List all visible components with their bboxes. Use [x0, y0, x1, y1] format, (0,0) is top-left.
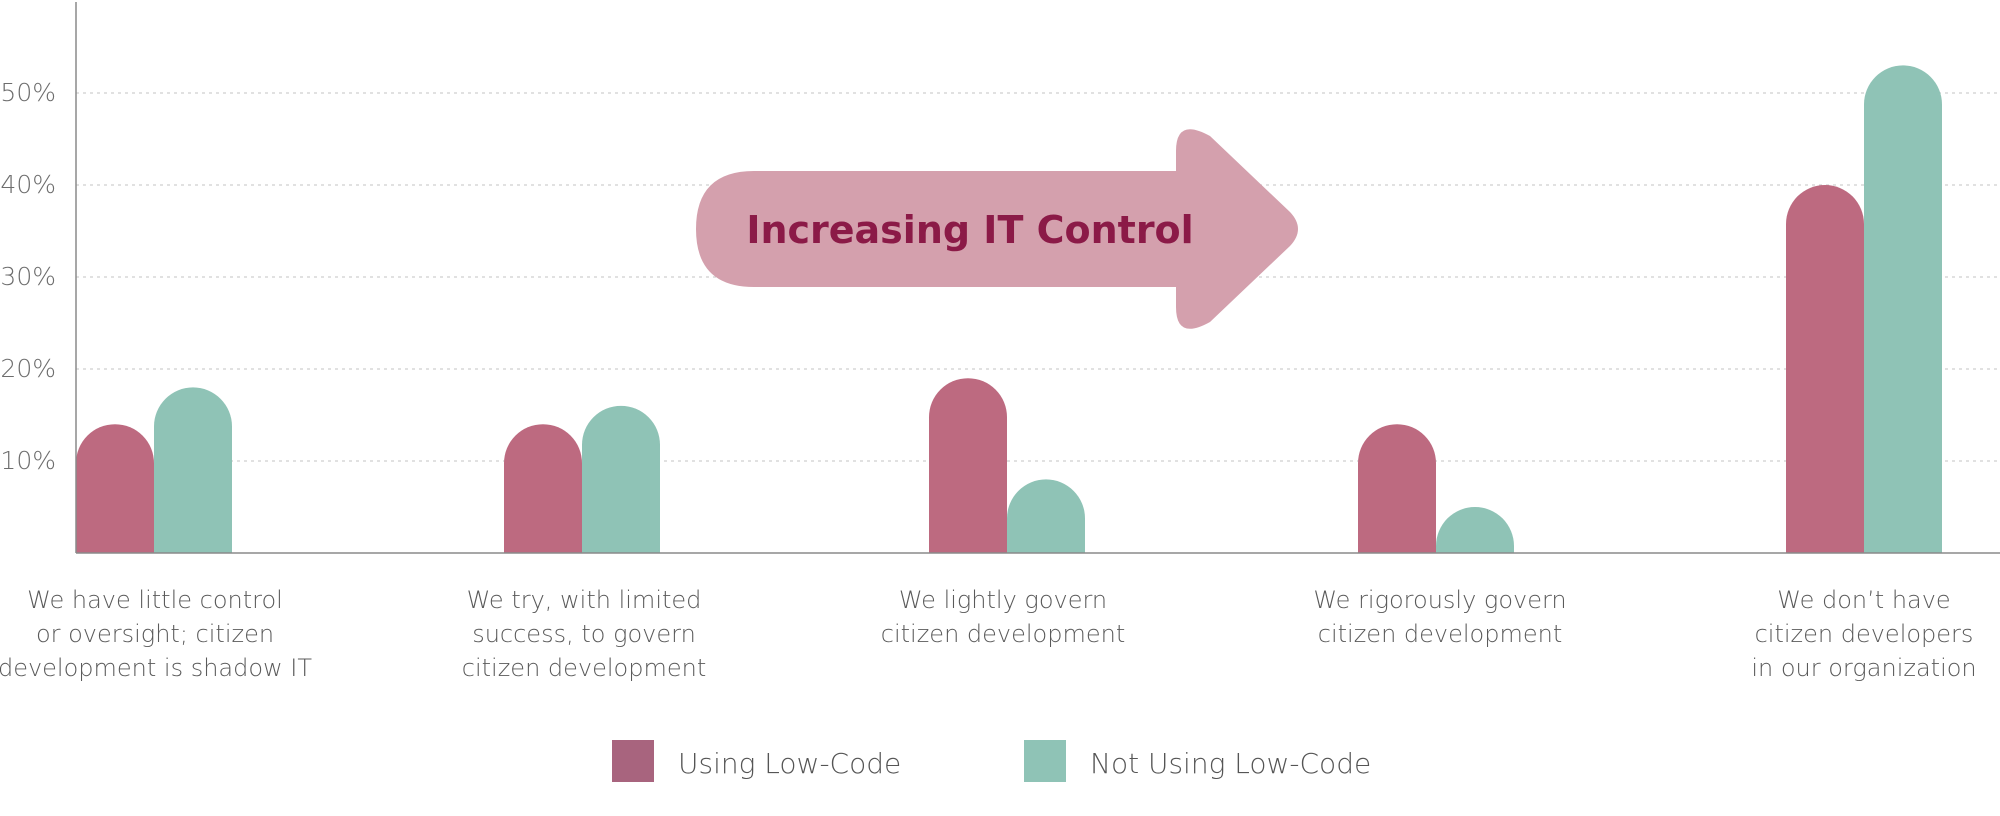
- x-category-label-line: We lightly govern: [899, 586, 1107, 614]
- bar-not-using: [582, 405, 660, 553]
- bars: [76, 65, 1942, 554]
- y-tick-label: 10%: [0, 446, 56, 475]
- bar-using: [76, 424, 154, 553]
- bar-using: [504, 424, 582, 553]
- increasing-it-control-arrow: Increasing IT Control: [696, 129, 1298, 329]
- x-category-label-line: citizen development: [462, 654, 706, 682]
- bar-using: [1786, 185, 1864, 553]
- x-category-label-line: or oversight; citizen: [36, 620, 274, 648]
- x-category-label: We try, with limited success, to govern ci…: [462, 586, 706, 682]
- x-category-label-line: success, to govern: [472, 620, 696, 648]
- x-category-label: We lightly govern citizen development: [881, 586, 1125, 648]
- x-category-label-line: in our organization: [1751, 654, 1976, 682]
- bar-not-using: [154, 387, 232, 553]
- x-category-label-line: We have little control: [27, 586, 283, 614]
- bar-not-using: [1007, 479, 1085, 553]
- x-category-label-line: citizen development: [881, 620, 1125, 648]
- arrow-label: Increasing IT Control: [746, 208, 1193, 252]
- bar-using: [929, 378, 1007, 553]
- x-category-label-line: We try, with limited: [467, 586, 702, 614]
- legend-swatch: [612, 740, 654, 782]
- y-tick-label: 30%: [0, 262, 56, 291]
- y-axis-ticks: 10% 20% 30% 40% 50%: [0, 78, 56, 475]
- bar-using: [1358, 424, 1436, 553]
- y-tick-label: 40%: [0, 170, 56, 199]
- x-category-label-line: citizen development: [1318, 620, 1562, 648]
- x-category-label-line: We don’t have: [1777, 586, 1950, 614]
- legend: Using Low-Code Not Using Low-Code: [612, 740, 1371, 782]
- x-category-label: We don’t have citizen developers in our or…: [1751, 586, 1976, 682]
- category-labels: We have little control or oversight; citi…: [0, 586, 1977, 682]
- bar-not-using: [1864, 65, 1942, 554]
- legend-label: Not Using Low-Code: [1090, 747, 1371, 780]
- x-category-label-line: We rigorously govern: [1313, 586, 1566, 614]
- y-tick-label: 50%: [0, 78, 56, 107]
- bar-not-using: [1436, 507, 1514, 553]
- arrow-shape: [696, 129, 1298, 329]
- legend-swatch: [1024, 740, 1066, 782]
- y-tick-label: 20%: [0, 354, 56, 383]
- x-category-label: We rigorously govern citizen development: [1313, 586, 1566, 648]
- x-category-label-line: development is shadow IT: [0, 654, 312, 682]
- x-category-label: We have little control or oversight; citi…: [0, 586, 312, 682]
- x-category-label-line: citizen developers: [1755, 620, 1974, 648]
- legend-label: Using Low-Code: [678, 747, 901, 780]
